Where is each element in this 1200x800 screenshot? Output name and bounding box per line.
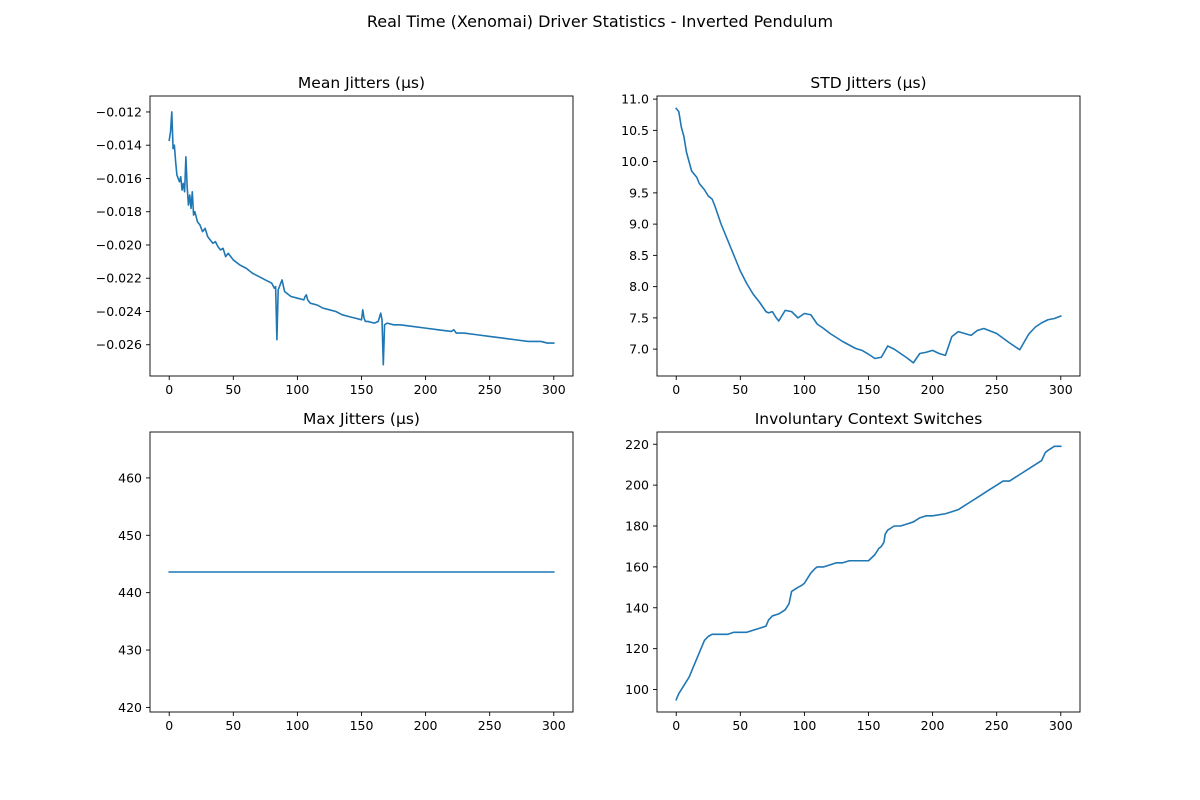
y-tick-label: 11.0 [621, 92, 649, 107]
y-tick-label: 100 [625, 682, 649, 697]
y-tick-label: −0.012 [96, 104, 142, 119]
x-tick-label: 250 [985, 382, 1009, 397]
panel-title: STD Jitters (µs) [810, 74, 926, 92]
y-tick-label: −0.014 [96, 138, 142, 153]
x-tick-label: 100 [285, 382, 309, 397]
x-tick-label: 0 [165, 382, 173, 397]
x-tick-label: 300 [542, 718, 566, 733]
y-tick-label: 200 [625, 478, 649, 493]
y-tick-label: 7.0 [629, 342, 649, 357]
y-tick-label: −0.018 [96, 204, 142, 219]
chart-involuntary-context-switches: Involuntary Context Switches 0 50 100 150 200… [625, 410, 1081, 733]
x-tick-label: 0 [672, 382, 680, 397]
y-tick-label: −0.026 [96, 337, 142, 352]
x-tick-label: 200 [414, 718, 438, 733]
figure-title: Real Time (Xenomai) Driver Statistics - … [366, 12, 834, 31]
x-tick-label: 200 [921, 382, 945, 397]
y-tick-label: 450 [118, 528, 142, 543]
y-tick-label: −0.020 [96, 237, 142, 252]
y-tick-label: 440 [118, 585, 142, 600]
x-tick-label: 300 [1049, 718, 1073, 733]
chart-std-jitters: STD Jitters (µs) 0 50 100 150 200 250 300 7.0 7.5… [621, 74, 1081, 397]
y-tick-label: 420 [118, 700, 142, 715]
series-line [675, 107, 1062, 364]
y-tick-label: −0.022 [96, 271, 142, 286]
x-tick-label: 150 [857, 382, 881, 397]
x-tick-label: 200 [921, 718, 945, 733]
y-tick-label: 8.5 [629, 248, 649, 263]
x-tick-label: 50 [732, 718, 748, 733]
x-tick-label: 150 [350, 382, 374, 397]
panel-title: Involuntary Context Switches [755, 410, 983, 428]
x-tick-label: 100 [792, 718, 816, 733]
y-tick-label: 9.0 [629, 217, 649, 232]
x-tick-label: 250 [478, 382, 502, 397]
x-tick-label: 150 [350, 718, 374, 733]
y-tick-label: 460 [118, 470, 142, 485]
x-tick-label: 300 [542, 382, 566, 397]
y-tick-label: 7.5 [629, 310, 649, 325]
x-tick-label: 50 [732, 382, 748, 397]
y-tick-label: −0.024 [96, 304, 142, 319]
axes-frame [149, 95, 574, 377]
axes-frame [656, 431, 1081, 713]
y-tick-label: 120 [625, 641, 649, 656]
y-tick-label: 10.5 [621, 123, 649, 138]
x-tick-label: 250 [985, 718, 1009, 733]
axes-frame [656, 95, 1081, 377]
y-tick-label: 430 [118, 643, 142, 658]
x-tick-label: 250 [478, 718, 502, 733]
y-tick-label: 8.0 [629, 279, 649, 294]
panel-title: Mean Jitters (µs) [298, 74, 425, 92]
y-tick-label: 10.0 [621, 154, 649, 169]
x-tick-label: 300 [1049, 382, 1073, 397]
y-tick-label: 180 [625, 519, 649, 534]
series-line [168, 111, 555, 366]
x-tick-label: 100 [285, 718, 309, 733]
y-tick-label: 160 [625, 559, 649, 574]
chart-max-jitters: Max Jitters (µs) 0 50 100 150 200 250 300 420 430… [118, 410, 574, 733]
x-tick-label: 200 [414, 382, 438, 397]
x-tick-label: 0 [165, 718, 173, 733]
chart-mean-jitters: Mean Jitters (µs) 0 50 100 150 200 250 300 −0.02… [96, 74, 574, 397]
x-tick-label: 0 [672, 718, 680, 733]
x-tick-label: 150 [857, 718, 881, 733]
series-line [675, 445, 1062, 701]
x-tick-label: 50 [225, 718, 241, 733]
y-tick-label: 220 [625, 437, 649, 452]
y-tick-label: −0.016 [96, 171, 142, 186]
x-tick-label: 50 [225, 382, 241, 397]
y-tick-label: 9.5 [629, 185, 649, 200]
y-tick-label: 140 [625, 600, 649, 615]
panel-title: Max Jitters (µs) [303, 410, 420, 428]
x-tick-label: 100 [792, 382, 816, 397]
